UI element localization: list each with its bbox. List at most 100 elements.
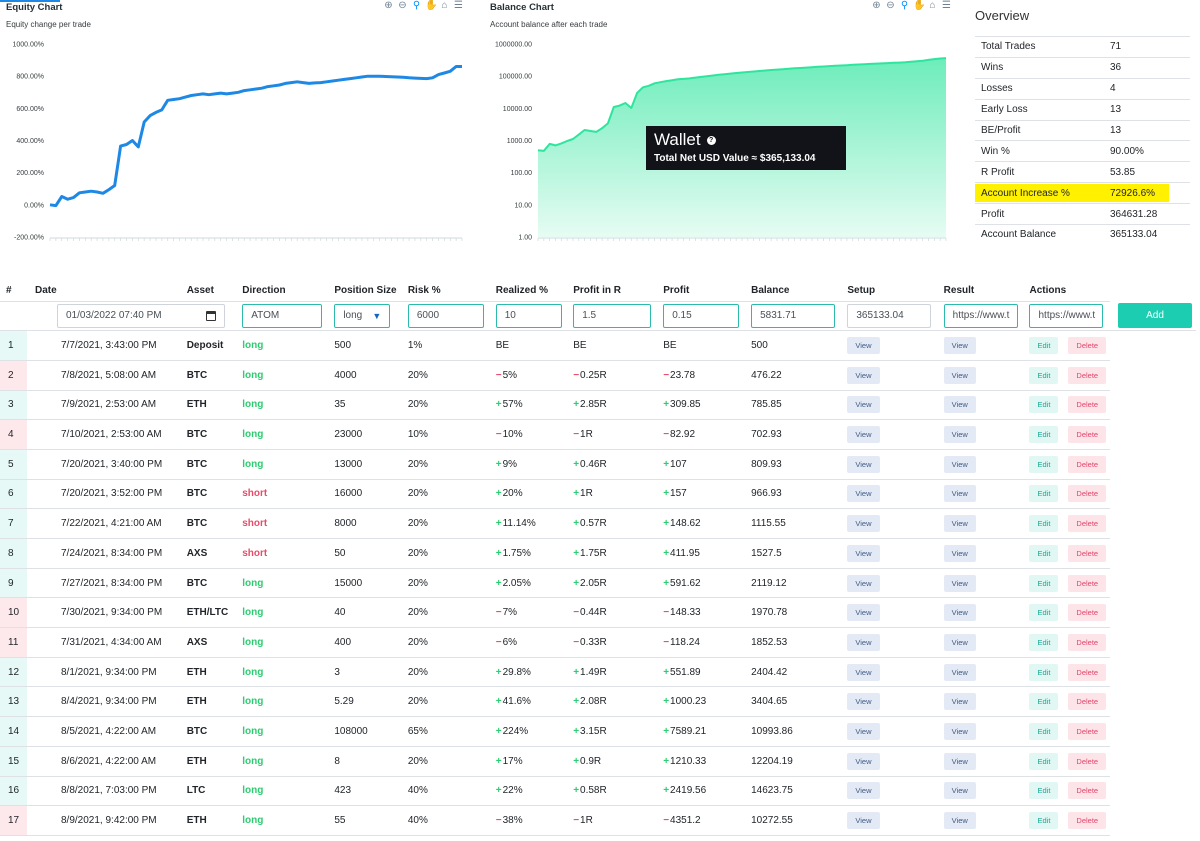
edit-button[interactable]: Edit	[1029, 366, 1059, 384]
result-input[interactable]: https://www.t	[1029, 303, 1104, 328]
view-setup-button[interactable]: View	[847, 604, 880, 622]
edit-button[interactable]: Edit	[1029, 574, 1059, 592]
edit-button[interactable]: Edit	[1029, 426, 1059, 444]
delete-button[interactable]: Delete	[1068, 337, 1107, 355]
delete-button[interactable]: Delete	[1068, 752, 1107, 770]
edit-button[interactable]: Edit	[1029, 515, 1059, 533]
view-setup-button[interactable]: View	[847, 396, 880, 414]
delete-button[interactable]: Delete	[1068, 396, 1107, 414]
home-icon[interactable]: ⌂	[929, 0, 936, 11]
edit-button[interactable]: Edit	[1029, 752, 1059, 770]
view-setup-button[interactable]: View	[847, 633, 880, 651]
view-setup-button[interactable]: View	[847, 515, 880, 533]
view-setup-button[interactable]: View	[847, 812, 880, 830]
add-trade-button[interactable]: Add	[1118, 303, 1193, 329]
delete-button[interactable]: Delete	[1068, 633, 1107, 651]
view-result-button[interactable]: View	[943, 337, 976, 355]
edit-button[interactable]: Edit	[1029, 396, 1059, 414]
edit-button[interactable]: Edit	[1029, 633, 1059, 651]
view-result-button[interactable]: View	[943, 782, 976, 800]
realized-input[interactable]: 1.5	[573, 303, 652, 328]
delete-button[interactable]: Delete	[1068, 366, 1107, 384]
magnifier-icon[interactable]: ⚲	[900, 0, 909, 11]
delete-button[interactable]: Delete	[1068, 544, 1107, 562]
delete-button[interactable]: Delete	[1068, 604, 1107, 622]
view-result-button[interactable]: View	[943, 752, 976, 770]
delete-button[interactable]: Delete	[1068, 426, 1107, 444]
row-date: 8/9/2021, 9:42:00 PM	[27, 805, 179, 836]
edit-button[interactable]: Edit	[1029, 782, 1059, 800]
zoom-in-icon[interactable]: ⊕	[384, 0, 393, 11]
edit-button[interactable]: Edit	[1029, 722, 1059, 740]
view-result-button[interactable]: View	[943, 544, 976, 562]
row-setup: View	[839, 360, 936, 391]
view-setup-button[interactable]: View	[847, 544, 880, 562]
view-result-button[interactable]: View	[943, 485, 976, 503]
edit-button[interactable]: Edit	[1029, 693, 1059, 711]
zoom-out-icon[interactable]: ⊖	[886, 0, 895, 11]
view-result-button[interactable]: View	[943, 663, 976, 681]
zoom-out-icon[interactable]: ⊖	[398, 0, 407, 11]
delete-button[interactable]: Delete	[1068, 782, 1107, 800]
edit-button[interactable]: Edit	[1029, 485, 1059, 503]
menu-icon[interactable]: ☰	[454, 0, 463, 11]
menu-icon[interactable]: ☰	[942, 0, 951, 11]
edit-button[interactable]: Edit	[1029, 812, 1059, 830]
view-result-button[interactable]: View	[943, 426, 976, 444]
delete-button[interactable]: Delete	[1068, 663, 1107, 681]
view-setup-button[interactable]: View	[847, 366, 880, 384]
view-setup-button[interactable]: View	[847, 426, 880, 444]
value-text: 3.15R	[580, 725, 607, 737]
delete-button[interactable]: Delete	[1068, 693, 1107, 711]
view-setup-button[interactable]: View	[847, 574, 880, 592]
delete-button[interactable]: Delete	[1068, 812, 1107, 830]
delete-button[interactable]: Delete	[1068, 455, 1107, 473]
view-result-button[interactable]: View	[943, 366, 976, 384]
view-result-button[interactable]: View	[943, 722, 976, 740]
position-size-input[interactable]: 6000	[407, 303, 484, 328]
profit-r-input[interactable]: 0.15	[663, 303, 740, 328]
zoom-in-icon[interactable]: ⊕	[872, 0, 881, 11]
help-icon[interactable]: ?	[706, 135, 716, 145]
view-setup-button[interactable]: View	[847, 752, 880, 770]
balance-input[interactable]: 365133.04	[847, 303, 932, 328]
view-result-button[interactable]: View	[943, 396, 976, 414]
view-result-button[interactable]: View	[943, 633, 976, 651]
equity-chart-plot: 1000.00% 800.00% 600.00% 400.00% 200.00% 0.00…	[12, 42, 463, 242]
edit-button[interactable]: Edit	[1029, 604, 1059, 622]
home-icon[interactable]: ⌂	[441, 0, 448, 11]
edit-button[interactable]: Edit	[1029, 455, 1059, 473]
delete-button[interactable]: Delete	[1068, 574, 1107, 592]
view-setup-button[interactable]: View	[847, 337, 880, 355]
direction-select[interactable]: long ▼	[334, 303, 391, 328]
view-setup-button[interactable]: View	[847, 485, 880, 503]
view-result-button[interactable]: View	[943, 812, 976, 830]
edit-button[interactable]: Edit	[1029, 337, 1059, 355]
edit-button[interactable]: Edit	[1029, 663, 1059, 681]
view-result-button[interactable]: View	[943, 693, 976, 711]
view-setup-button[interactable]: View	[847, 722, 880, 740]
edit-button[interactable]: Edit	[1029, 544, 1059, 562]
delete-button[interactable]: Delete	[1068, 485, 1107, 503]
risk-input[interactable]: 10	[495, 303, 562, 328]
delete-button[interactable]: Delete	[1068, 515, 1107, 533]
view-result-button[interactable]: View	[943, 604, 976, 622]
setup-input[interactable]: https://www.t	[943, 303, 1018, 328]
date-input[interactable]: 01/03/2022 07:40 PM	[57, 303, 225, 328]
view-setup-button[interactable]: View	[847, 782, 880, 800]
asset-input[interactable]: ATOM	[242, 303, 323, 328]
view-setup-button[interactable]: View	[847, 455, 880, 473]
view-result-button[interactable]: View	[943, 455, 976, 473]
pan-hand-icon[interactable]: ✋	[913, 0, 926, 11]
row-profit: +1210.33	[655, 746, 744, 777]
profit-input[interactable]: 5831.71	[751, 303, 836, 328]
magnifier-icon[interactable]: ⚲	[412, 0, 421, 11]
calendar-icon[interactable]	[206, 310, 216, 321]
row-position-size: 15000	[326, 568, 400, 599]
view-result-button[interactable]: View	[943, 574, 976, 592]
view-setup-button[interactable]: View	[847, 663, 880, 681]
view-setup-button[interactable]: View	[847, 693, 880, 711]
pan-hand-icon[interactable]: ✋	[425, 0, 438, 11]
view-result-button[interactable]: View	[943, 515, 976, 533]
delete-button[interactable]: Delete	[1068, 722, 1107, 740]
